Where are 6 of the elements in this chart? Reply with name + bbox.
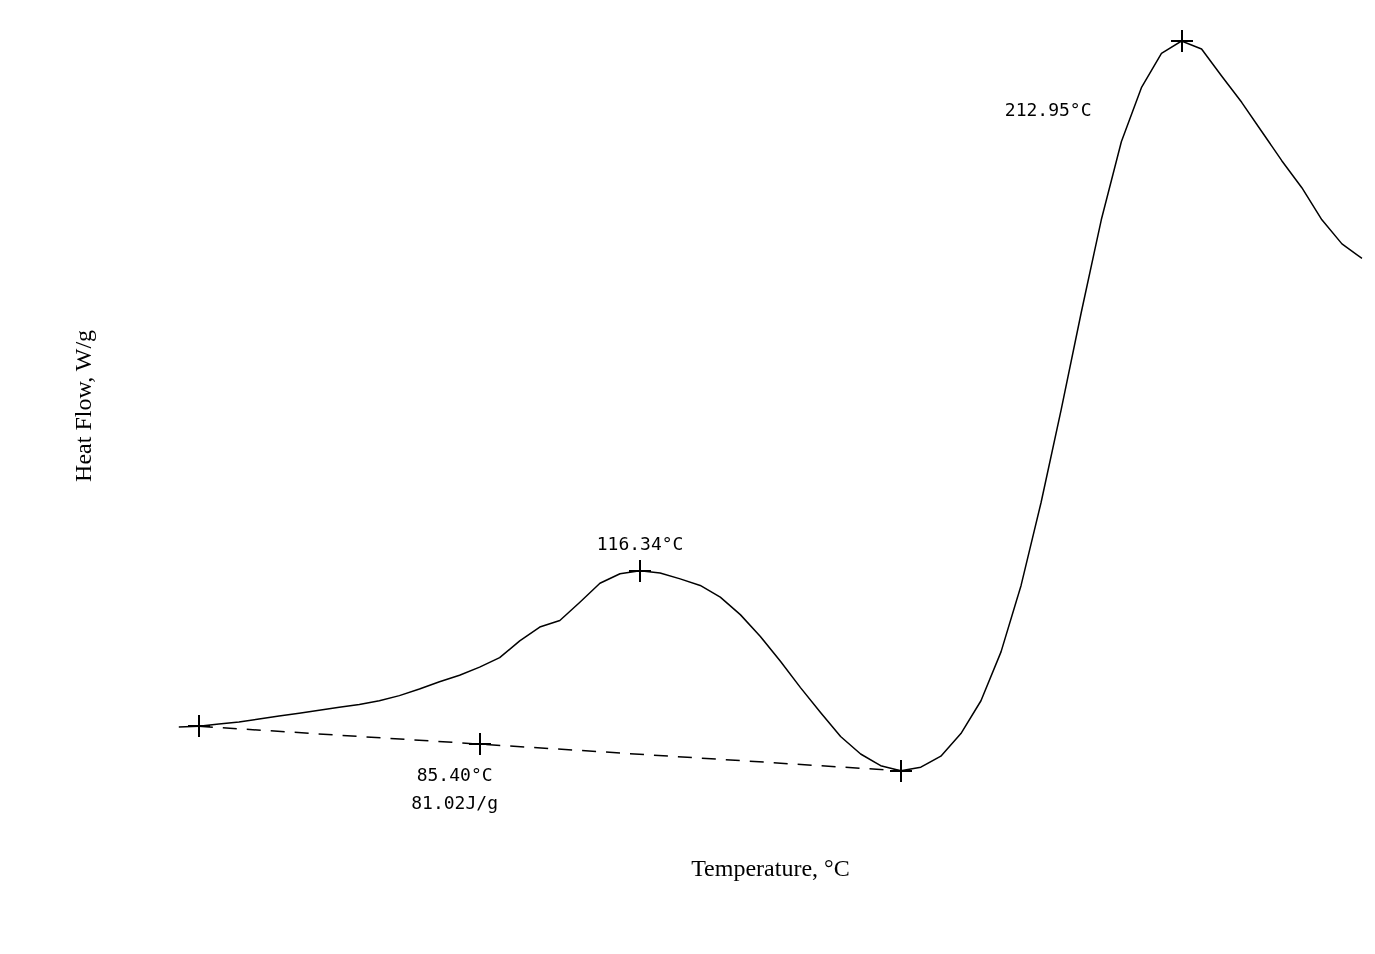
annotation: 116.34°C [596,532,684,554]
y-axis-title: Heat Flow, W/g [69,329,96,482]
text: 81.02J/g [411,791,498,813]
annotation: 85.40°C [416,763,493,785]
annotation: 212.95°C [1004,98,1092,120]
x-axis-title: Temperature, °C [691,854,850,881]
